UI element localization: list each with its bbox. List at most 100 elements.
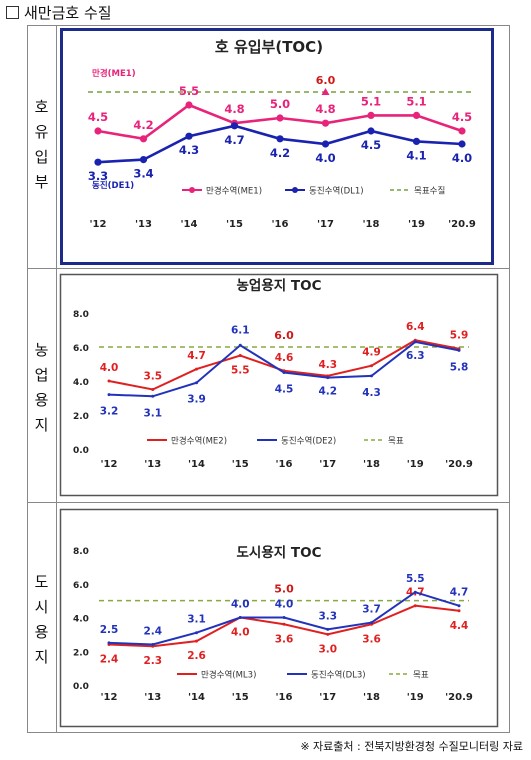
line-tag: 동진(DE1) [92,180,134,191]
y-tick-label: 4.0 [73,615,89,625]
x-tick-label: '12 [101,692,118,703]
data-point [457,348,461,352]
target-label: 5.0 [274,583,294,596]
x-tick-label: '13 [135,219,152,230]
data-label: 5.1 [406,94,426,108]
data-label: 5.5 [179,84,199,98]
x-tick-label: '18 [363,219,380,230]
data-point [185,101,193,109]
data-point [230,122,239,130]
data-label: 4.3 [179,143,199,157]
row-label-char: 유 [34,123,49,141]
data-label: 6.3 [406,350,425,362]
data-point [107,379,111,383]
data-label: 5.9 [450,330,469,342]
legend-label: 만경수역(ME1) [206,186,262,197]
data-label: 5.5 [406,573,425,585]
data-point [321,119,330,127]
data-point [195,639,198,643]
data-point [238,616,242,619]
row-label-char: 시 [34,598,49,616]
data-label: 4.9 [362,347,381,359]
data-label: 6.4 [406,321,425,333]
legend-label: 동진수역(DL3) [311,670,366,681]
x-tick-label: '18 [363,692,380,703]
data-label: 4.6 [275,352,294,364]
target-label: 6.0 [274,329,294,342]
data-point [321,140,330,148]
line-tag: 만경(ME1) [92,68,136,79]
data-point [370,364,373,368]
data-point [107,393,111,397]
data-label: 4.0 [315,151,335,165]
data-point [370,621,373,625]
row-label-char: 부 [34,173,49,191]
data-point [276,114,284,122]
data-label: 3.2 [100,406,119,418]
data-label: 6.1 [231,324,250,336]
x-tick-label: '19 [407,459,424,470]
legend-label: 목표수질 [414,186,445,197]
legend-marker [292,187,298,193]
data-point [151,388,155,391]
y-tick-label: 2.0 [73,412,89,422]
x-tick-label: '14 [188,692,205,703]
data-label: 4.0 [231,599,250,611]
row-label-char: 호 [34,98,49,116]
data-label: 3.3 [88,169,108,183]
data-point [458,140,466,148]
x-tick-label: '17 [319,459,336,470]
chart-svg: 도시용지 TOC 0.0 2.0 4.0 6.0 8.0 '12 '13 '14 '15 '16 '1… [59,508,499,728]
data-label: 4.7 [224,133,244,147]
x-tick-label: '18 [363,459,380,470]
row-divider [27,268,510,269]
data-point [412,137,421,145]
data-point [370,374,373,378]
data-label: 2.3 [143,655,162,667]
data-label: 3.7 [362,604,381,616]
data-label: 3.5 [143,371,162,383]
x-tick-label: '20.9 [445,692,473,703]
target-label: 6.0 [316,74,336,87]
row-label-char: 도 [34,573,49,591]
legend-marker [189,187,195,193]
data-label: 3.9 [187,394,206,406]
legend-label: 목표 [413,671,429,681]
data-label: 5.5 [231,365,250,377]
data-point [413,340,417,344]
x-tick-label: '12 [90,219,107,230]
chart-urban: 도시용지 TOC 0.0 2.0 4.0 6.0 8.0 '12 '13 '14 '15 '16 '1… [59,508,499,728]
x-tick-label: '14 [181,219,198,230]
data-point [195,381,198,385]
data-point [282,371,286,374]
x-tick-label: '15 [232,459,249,470]
data-label: 4.0 [452,151,472,165]
data-point [367,127,375,135]
data-label: 4.5 [88,110,108,124]
chart-title: 농업용지 TOC [237,278,322,294]
y-tick-label: 0.0 [73,682,89,692]
row-label-char: 용 [34,391,49,409]
y-tick-label: 4.0 [73,378,89,388]
chart-frame [60,28,494,265]
row-label-char: 지 [34,648,49,666]
page-title: 새만금호 수질 [6,2,112,23]
data-point [326,376,330,380]
legend-label: 만경수역(ML3) [201,670,256,681]
y-tick-label: 6.0 [73,344,89,354]
chart-title: 호 유입부(TOC) [215,38,323,56]
data-label: 4.7 [187,350,206,362]
data-point [326,632,330,636]
legend-label: 만경수역(ME2) [171,436,227,447]
x-tick-label: '14 [188,459,205,470]
data-label: 5.8 [450,361,469,373]
data-point [276,135,284,143]
data-label: 2.5 [100,624,119,636]
x-tick-label: '15 [232,692,249,703]
data-label: 4.3 [318,359,337,371]
row-label-char: 업 [34,366,49,384]
y-tick-label: 0.0 [73,446,89,456]
data-label: 5.0 [270,97,290,111]
